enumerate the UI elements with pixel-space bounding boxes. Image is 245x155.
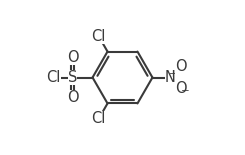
Text: S: S (68, 70, 77, 85)
Text: −: − (181, 86, 189, 96)
Text: O: O (175, 81, 187, 96)
Text: +: + (169, 69, 178, 79)
Text: N: N (165, 70, 176, 85)
Text: O: O (67, 50, 78, 65)
Text: Cl: Cl (91, 111, 106, 126)
Text: Cl: Cl (91, 29, 106, 44)
Text: O: O (67, 90, 78, 105)
Text: Cl: Cl (46, 70, 61, 85)
Text: O: O (175, 59, 187, 74)
